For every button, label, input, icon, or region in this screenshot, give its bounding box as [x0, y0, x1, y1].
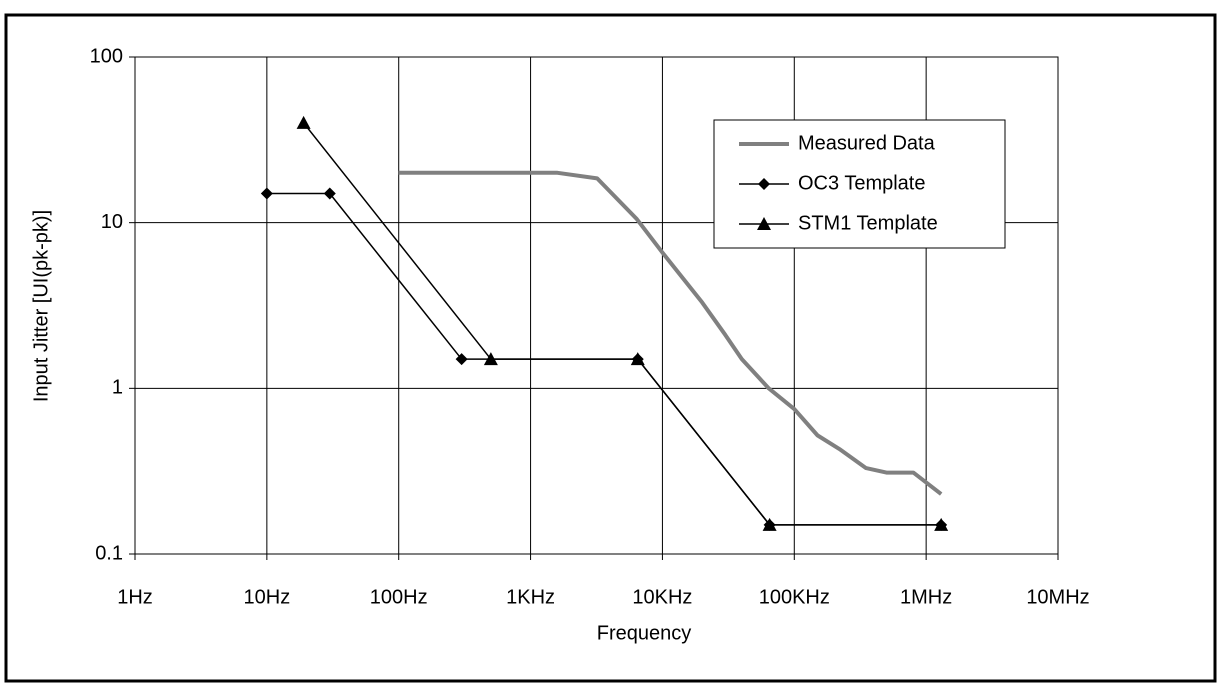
- x-tick-label: 1Hz: [117, 586, 153, 608]
- x-tick-label: 1KHz: [506, 586, 555, 608]
- legend-label: STM1 Template: [798, 212, 938, 234]
- frame: [4, 13, 1217, 683]
- x-tick-label: 100KHz: [759, 586, 830, 608]
- y-tick-label: 100: [90, 45, 123, 67]
- x-tick-label: 10Hz: [244, 586, 291, 608]
- legend-label: Measured Data: [798, 132, 936, 154]
- marker: [630, 352, 645, 366]
- y-axis-title: Input Jitter [UI(pk-pk)]: [30, 210, 52, 402]
- marker: [323, 187, 336, 200]
- marker: [762, 517, 777, 531]
- plot-area: [134, 56, 1059, 555]
- x-tick-label: 1MHz: [900, 586, 952, 608]
- marker: [758, 178, 770, 190]
- marker: [296, 115, 311, 129]
- x-tick-label: 10KHz: [632, 586, 692, 608]
- x-tick-label: 10MHz: [1026, 586, 1089, 608]
- x-tick-label: 100Hz: [370, 586, 428, 608]
- series-line: [398, 170, 943, 496]
- marker: [483, 352, 498, 366]
- y-tick-label: 0.1: [95, 542, 123, 564]
- y-tick-label: 1: [112, 377, 123, 399]
- marker: [260, 187, 273, 200]
- marker: [757, 217, 771, 230]
- legend-label: OC3 Template: [798, 172, 925, 194]
- marker: [455, 353, 468, 366]
- marker: [934, 517, 949, 531]
- y-tick-label: 10: [101, 211, 123, 233]
- x-axis-title: Frequency: [597, 622, 692, 644]
